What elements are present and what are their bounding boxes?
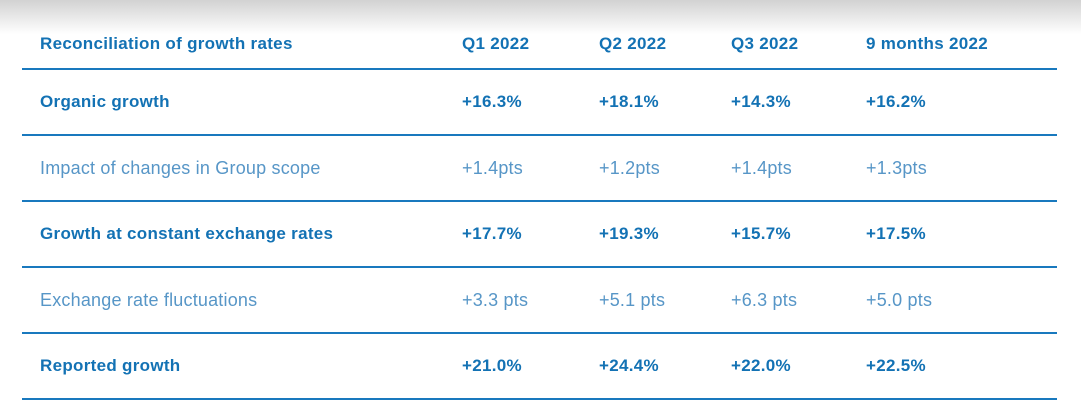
row-label: Growth at constant exchange rates [40,224,334,243]
row-value: +1.4pts [462,157,523,178]
row-value: +15.7% [731,224,791,243]
table-row: Reported growth +21.0% +24.4% +22.0% +22.5% [22,334,1057,400]
table-header-row: Reconciliation of growth rates Q1 2022 Q… [22,20,1057,70]
column-header-q3-2022: Q3 2022 [731,34,799,53]
row-value: +17.7% [462,224,522,243]
row-value: +14.3% [731,92,791,111]
table-row: Organic growth +16.3% +18.1% +14.3% +16.2% [22,70,1057,136]
row-value: +16.2% [866,92,926,111]
row-value: +5.1 pts [599,289,666,310]
row-value: +1.2pts [599,157,660,178]
column-header-q2-2022: Q2 2022 [599,34,667,53]
table-body: Organic growth +16.3% +18.1% +14.3% +16.2% Im… [22,70,1057,400]
row-label: Organic growth [40,92,170,111]
row-value: +22.5% [866,356,926,375]
row-value: +17.5% [866,224,926,243]
row-value: +3.3 pts [462,289,529,310]
row-value: +21.0% [462,356,522,375]
row-value: +18.1% [599,92,659,111]
row-value: +16.3% [462,92,522,111]
row-value: +24.4% [599,356,659,375]
row-label: Exchange rate fluctuations [40,289,258,310]
table-row: Exchange rate fluctuations +3.3 pts +5.1 p… [22,268,1057,334]
row-value: +19.3% [599,224,659,243]
column-header-9-months-2022: 9 months 2022 [866,34,989,53]
row-value: +6.3 pts [731,289,798,310]
row-label: Reported growth [40,356,181,375]
growth-reconciliation-table: Reconciliation of growth rates Q1 2022 Q… [22,20,1057,400]
column-header-q1-2022: Q1 2022 [462,34,530,53]
table-row: Impact of changes in Group scope +1.4pts +… [22,136,1057,202]
row-value: +22.0% [731,356,791,375]
row-value: +1.3pts [866,157,927,178]
table-title: Reconciliation of growth rates [40,34,293,53]
row-label: Impact of changes in Group scope [40,157,321,178]
row-value: +5.0 pts [866,289,933,310]
table-row: Growth at constant exchange rates +17.7% +… [22,202,1057,268]
row-value: +1.4pts [731,157,792,178]
